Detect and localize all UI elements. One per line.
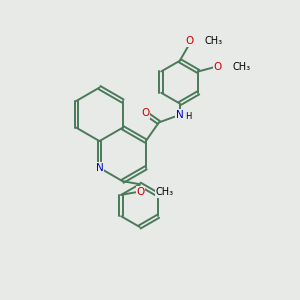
Text: N: N <box>176 110 184 120</box>
Text: O: O <box>214 62 222 72</box>
Text: O: O <box>137 187 145 197</box>
Text: N: N <box>96 163 103 173</box>
Text: CH₃: CH₃ <box>232 62 251 72</box>
Text: CH₃: CH₃ <box>156 187 174 197</box>
Text: O: O <box>141 108 150 118</box>
Text: H: H <box>185 112 191 121</box>
Text: O: O <box>185 36 194 46</box>
Text: CH₃: CH₃ <box>204 36 222 46</box>
